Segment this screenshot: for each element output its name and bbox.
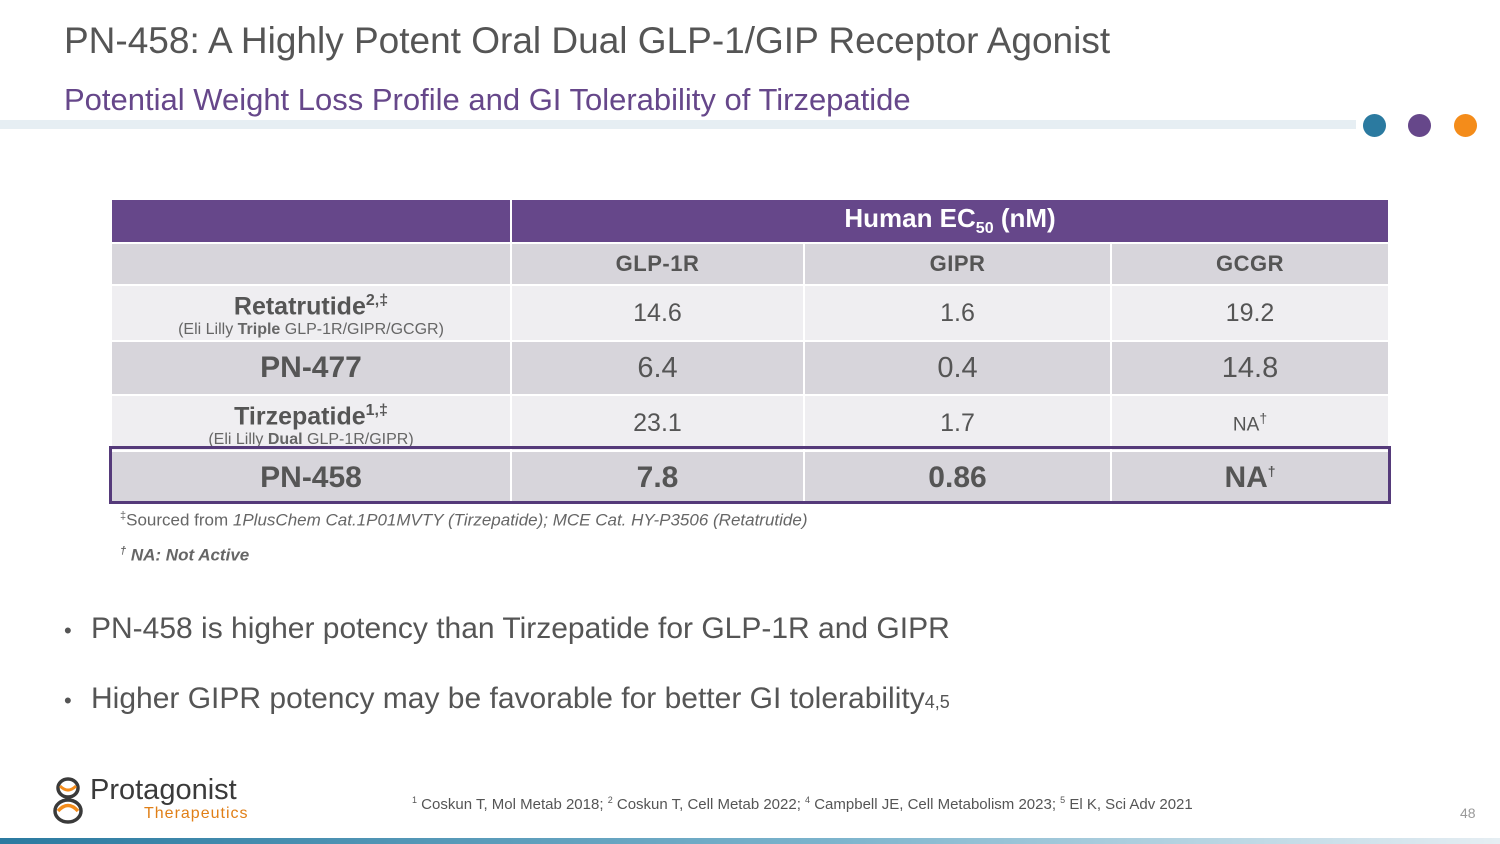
- key-points-list: • PN-458 is higher potency than Tirzepati…: [64, 612, 950, 752]
- compound-cell-pn477: PN-477: [110, 340, 512, 396]
- compound-cell-retatrutide: Retatrutide2,‡ (Eli Lilly Triple GLP-1R/…: [110, 284, 512, 342]
- bottom-accent-bar: [0, 838, 1500, 844]
- table-blank-header-cell: [110, 242, 512, 286]
- pn477-gcgr-value: 14.8: [1109, 340, 1391, 396]
- tirzepatide-gipr-value: 1.7: [803, 394, 1112, 452]
- table-corner-cell: [110, 198, 512, 244]
- pn458-gipr-value: 0.86: [803, 450, 1112, 506]
- compound-cell-tirzepatide: Tirzepatide1,‡ (Eli Lilly Dual GLP-1R/GI…: [110, 394, 512, 452]
- bullet-icon: •: [64, 618, 72, 643]
- header-rule: [0, 120, 1356, 129]
- blue-dot-icon: [1363, 114, 1386, 137]
- retatrutide-gipr-value: 1.6: [803, 284, 1112, 342]
- table-row-retatrutide: Retatrutide2,‡ (Eli Lilly Triple GLP-1R/…: [110, 284, 1391, 342]
- retatrutide-gcgr-value: 19.2: [1109, 284, 1391, 342]
- compound-cell-pn458: PN-458: [110, 450, 512, 506]
- slide-title: PN-458: A Highly Potent Oral Dual GLP-1/…: [64, 20, 1111, 61]
- bullet-icon: •: [64, 688, 72, 713]
- table-row-pn477: PN-477 6.4 0.4 14.8: [110, 340, 1391, 396]
- references: 1 Coskun T, Mol Metab 2018; 2 Coskun T, …: [412, 795, 1193, 813]
- table-group-header-row: Human EC50 (nM): [110, 198, 1391, 244]
- pn458-glp1r-value: 7.8: [510, 450, 805, 506]
- table-row-pn458: PN-458 7.8 0.86 NA†: [110, 450, 1391, 506]
- tirzepatide-gcgr-value: NA†: [1109, 394, 1391, 452]
- tirzepatide-glp1r-value: 23.1: [510, 394, 805, 452]
- col-header-gcgr: GCGR: [1109, 242, 1391, 286]
- table-column-header-row: GLP-1R GIPR GCGR: [110, 242, 1391, 286]
- col-header-glp1r: GLP-1R: [510, 242, 805, 286]
- ec50-table: Human EC50 (nM) GLP-1R GIPR GCGR Retatru…: [110, 198, 1391, 506]
- retatrutide-glp1r-value: 14.6: [510, 284, 805, 342]
- purple-dot-icon: [1408, 114, 1431, 137]
- human-ec50-header: Human EC50 (nM): [509, 198, 1391, 244]
- company-logo: Protagonist Therapeutics: [50, 774, 260, 830]
- col-header-gipr: GIPR: [803, 242, 1112, 286]
- protagonist-logo-icon: [53, 777, 83, 824]
- bullet-point: • PN-458 is higher potency than Tirzepati…: [64, 612, 950, 645]
- bullet-point: • Higher GIPR potency may be favorable fo…: [64, 682, 950, 715]
- orange-dot-icon: [1454, 114, 1477, 137]
- pn477-gipr-value: 0.4: [803, 340, 1112, 396]
- logo-tagline: Therapeutics: [144, 805, 249, 822]
- slide-subtitle: Potential Weight Loss Profile and GI Tol…: [64, 82, 911, 117]
- na-footnote: † NA: Not Active: [120, 545, 250, 565]
- source-footnote: ‡Sourced from 1PlusChem Cat.1P01MVTY (Ti…: [120, 510, 808, 530]
- logo-name: Protagonist: [90, 774, 237, 806]
- pn477-glp1r-value: 6.4: [510, 340, 805, 396]
- table-row-tirzepatide: Tirzepatide1,‡ (Eli Lilly Dual GLP-1R/GI…: [110, 394, 1391, 452]
- pn458-gcgr-value: NA†: [1109, 450, 1391, 506]
- page-number: 48: [1460, 805, 1476, 821]
